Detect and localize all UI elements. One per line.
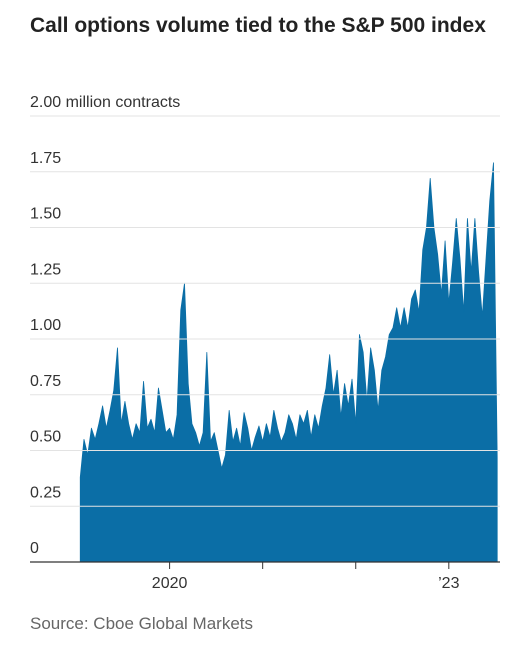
y-tick-label: 1.00 <box>30 317 61 334</box>
y-tick-label: 2.00 million contracts <box>30 94 180 111</box>
y-tick-label: 0.75 <box>30 373 61 390</box>
source-note: Source: Cboe Global Markets <box>30 614 253 633</box>
y-tick-label: 0.50 <box>30 429 61 446</box>
area <box>79 162 498 563</box>
y-tick-label: 1.25 <box>30 261 61 278</box>
x-tick-label: ’23 <box>438 575 459 592</box>
y-tick-label: 1.75 <box>30 150 61 167</box>
x-tick-label: 2020 <box>152 575 188 592</box>
y-tick-label: 1.50 <box>30 206 61 223</box>
y-tick-label: 0.25 <box>30 484 61 501</box>
chart-title: Call options volume tied to the S&P 500 … <box>30 14 486 37</box>
y-tick-label: 0 <box>30 540 39 557</box>
